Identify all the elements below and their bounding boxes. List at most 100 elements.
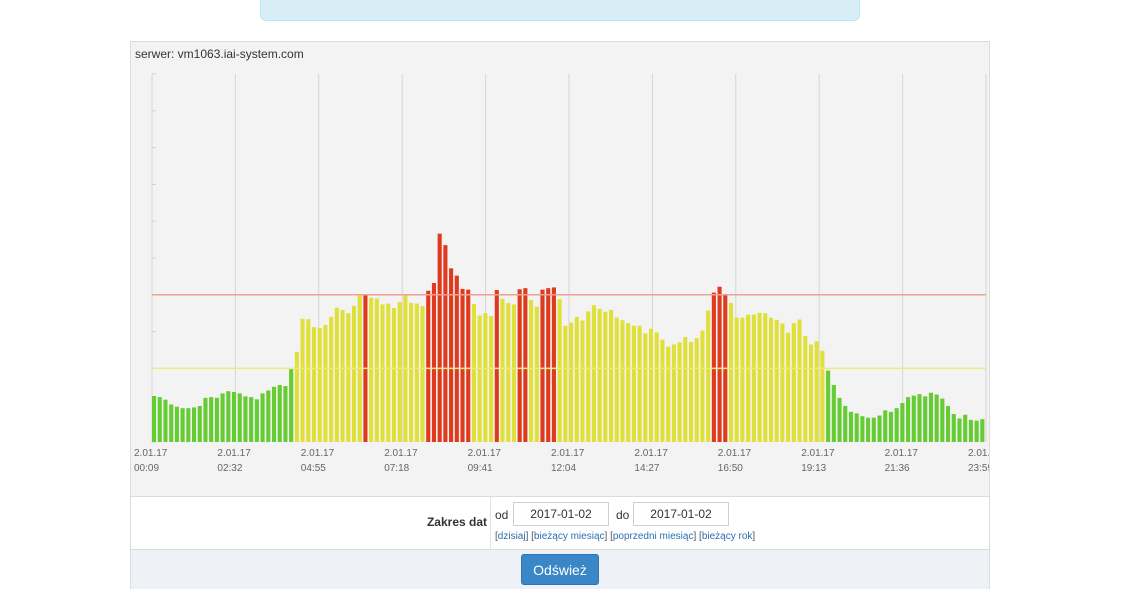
chart-bar — [717, 286, 722, 442]
chart-bar — [386, 303, 391, 442]
chart-bar — [843, 405, 848, 442]
chart-bar — [266, 390, 271, 442]
chart-bar — [220, 393, 225, 442]
today-link[interactable]: dzisiaj — [497, 531, 526, 542]
chart-bar — [780, 323, 785, 442]
chart-bar — [654, 332, 659, 442]
chart-bar — [683, 337, 688, 442]
chart-bar — [483, 313, 488, 442]
chart-bar — [820, 350, 825, 442]
chart-bar — [546, 288, 551, 442]
chart-bar — [768, 317, 774, 442]
chart-bar — [500, 298, 505, 442]
chart-bar — [591, 305, 596, 442]
chart-bar — [397, 302, 402, 442]
chart-bar — [866, 417, 871, 442]
chart-bar — [351, 305, 357, 442]
load-chart: 2.01.17 00:09 2.01.17 02:32 2.01.17 04:55 2.01… — [134, 73, 989, 474]
current-month-link[interactable]: bieżący miesiąc — [533, 531, 605, 542]
chart-bar — [300, 318, 305, 442]
chart-bar — [391, 308, 397, 442]
refresh-button[interactable]: Odśwież — [521, 554, 599, 585]
chart-bar — [311, 327, 317, 442]
chart-bar — [334, 307, 339, 442]
chart-bar — [837, 397, 842, 442]
chart-bar — [957, 418, 962, 442]
x-tick-date: 2.01.17 — [217, 448, 251, 459]
chart-bar — [666, 346, 671, 442]
chart-bar — [854, 413, 859, 442]
chart-bar — [460, 288, 465, 442]
chart-bar — [871, 417, 876, 442]
x-tick-date: 2.01.17 — [301, 448, 335, 459]
chart-bar — [346, 313, 351, 442]
chart-bar — [940, 398, 945, 442]
chart-bar — [163, 399, 168, 442]
chart-bar — [157, 397, 162, 442]
chart-bar — [803, 336, 808, 442]
chart-bar — [631, 325, 636, 442]
chart-bar — [660, 339, 665, 442]
chart-bar — [614, 317, 619, 442]
chart-bar — [317, 327, 322, 442]
chart-bar — [294, 351, 299, 442]
chart-bar — [826, 370, 831, 442]
x-tick-time: 07:18 — [384, 463, 409, 474]
x-tick-time: 14:27 — [634, 463, 659, 474]
chart-bar — [814, 341, 819, 442]
chart-bar — [511, 304, 516, 442]
chart-bar — [648, 328, 654, 442]
chart-bar — [237, 393, 242, 442]
chart-bar — [271, 386, 277, 442]
chart-bar — [597, 308, 602, 442]
chart-bar — [968, 419, 973, 442]
chart-bar — [231, 391, 237, 442]
chart-bar — [180, 408, 185, 442]
chart-bar — [306, 319, 311, 442]
chart-bar — [906, 397, 911, 442]
chart-bar — [848, 411, 854, 442]
x-tick-date: 2.01.17 — [634, 448, 668, 459]
chart-bar — [529, 299, 534, 442]
chart-bar — [374, 298, 379, 442]
chart-bar — [540, 289, 545, 442]
chart-bar — [289, 369, 294, 442]
chart-bar — [580, 320, 585, 442]
chart-bar — [786, 332, 791, 442]
chart-bar — [620, 320, 625, 442]
chart-bar — [974, 420, 979, 442]
chart-bar — [877, 415, 882, 442]
x-tick-date: 2.01.17 — [551, 448, 585, 459]
date-to-input[interactable] — [633, 502, 729, 526]
x-tick-date: 2.01.17 — [134, 448, 168, 459]
x-tick-time: 23:59 — [968, 463, 989, 474]
info-banner — [260, 0, 860, 21]
chart-bar — [420, 306, 425, 442]
chart-bar — [340, 309, 345, 442]
date-range-label: Zakres dat — [426, 515, 487, 529]
chart-bar — [260, 393, 265, 442]
chart-bar — [409, 302, 414, 442]
date-from-input[interactable] — [513, 502, 609, 526]
x-tick-time: 04:55 — [301, 463, 326, 474]
chart-bar — [214, 397, 219, 442]
x-tick-time: 00:09 — [134, 463, 159, 474]
chart-bar — [980, 419, 985, 442]
chart-bar — [734, 317, 739, 442]
previous-month-link[interactable]: poprzedni miesiąc — [612, 531, 694, 542]
chart-bar — [746, 314, 751, 442]
chart-bar — [494, 290, 499, 442]
chart-bar — [506, 302, 511, 442]
chart-bar — [152, 396, 157, 442]
chart-bar — [917, 394, 922, 442]
current-year-link[interactable]: bieżący rok — [701, 531, 753, 542]
bracket: [ — [495, 531, 498, 542]
chart-bar — [688, 341, 694, 442]
chart-bar — [449, 268, 454, 442]
quick-range-links: [dzisiaj] [bieżący miesiąc] [poprzedni m… — [495, 531, 755, 542]
chart-bar — [563, 325, 568, 442]
chart-bar — [471, 304, 476, 442]
chart-bar — [951, 414, 956, 442]
x-tick-date: 2.01.17 — [468, 448, 502, 459]
chart-bar — [454, 275, 459, 442]
